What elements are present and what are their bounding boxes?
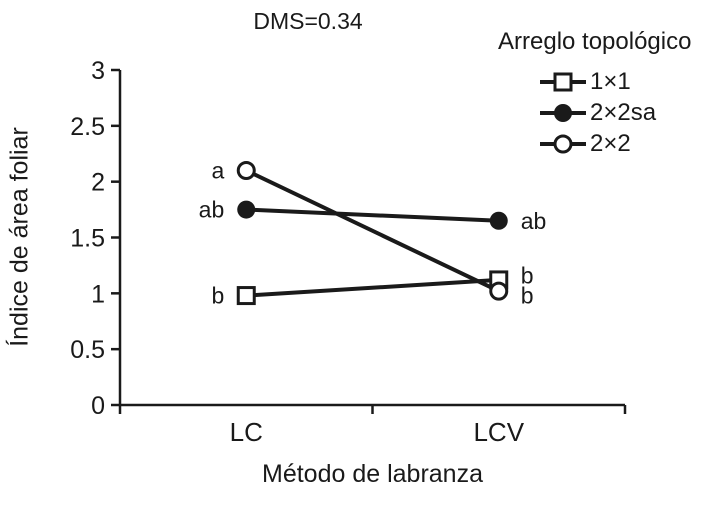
point-label: ab — [199, 197, 225, 223]
legend-swatch — [540, 72, 586, 91]
x-axis-title: Método de labranza — [262, 460, 483, 488]
filled-circle-marker-icon — [237, 200, 256, 219]
y-tick-label: 2 — [91, 169, 105, 197]
open-circle-marker-icon — [553, 134, 573, 153]
legend-item: 2×2 — [538, 128, 728, 159]
point-label: b — [521, 283, 534, 309]
series-line — [246, 207, 499, 223]
open-square-marker-icon — [553, 72, 573, 91]
point-label: ab — [521, 208, 547, 234]
series-line — [245, 168, 500, 293]
y-tick-label: 0.5 — [70, 336, 105, 364]
legend: Arreglo topológico 1×1 2×2sa 2×2 — [498, 28, 728, 159]
legend-label: 1×1 — [590, 67, 631, 95]
legend-items: 1×1 2×2sa 2×2 — [498, 66, 728, 159]
point-label: b — [211, 283, 224, 309]
point-label: b — [521, 263, 534, 289]
y-tick-label: 1 — [91, 280, 105, 308]
open-circle-marker-icon — [489, 281, 509, 301]
x-category-label: LCV — [473, 417, 524, 447]
dms-annotation: DMS=0.34 — [253, 8, 363, 34]
legend-swatch — [540, 134, 586, 153]
legend-title: Arreglo topológico — [498, 28, 692, 55]
legend-label: 2×2sa — [590, 98, 657, 126]
legend-label: 2×2 — [590, 129, 631, 157]
x-category-label: LC — [230, 417, 263, 447]
y-axis-title: Índice de área foliar — [5, 127, 34, 347]
legend-item: 2×2sa — [538, 97, 728, 128]
filled-circle-marker-icon — [554, 103, 572, 122]
series-line — [246, 277, 499, 298]
legend-item: 1×1 — [538, 66, 728, 97]
y-tick-label: 1.5 — [70, 225, 105, 253]
open-circle-marker-icon — [236, 161, 256, 180]
point-label: a — [211, 158, 224, 184]
filled-circle-marker-icon — [489, 211, 508, 230]
y-tick-label: 2.5 — [70, 113, 105, 141]
legend-swatch — [540, 103, 586, 122]
y-tick-label: 0 — [91, 392, 105, 420]
y-tick-label: 3 — [91, 57, 105, 85]
open-square-marker-icon — [236, 286, 256, 306]
